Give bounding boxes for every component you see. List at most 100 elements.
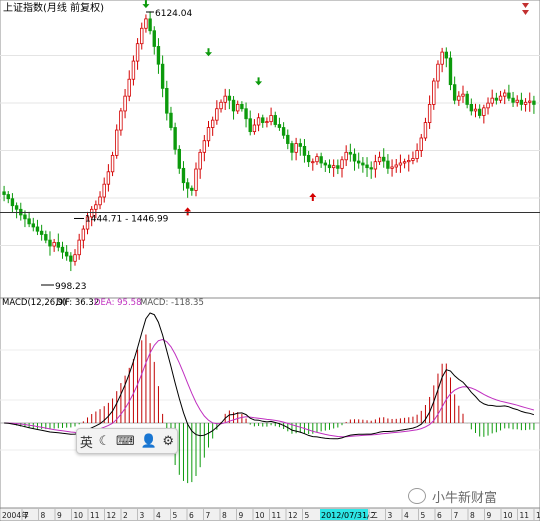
- x-axis-label: 3: [388, 511, 393, 520]
- x-axis-label: 9: [487, 511, 492, 520]
- x-axis-label: 8: [41, 511, 46, 520]
- dif-line: [4, 312, 535, 440]
- macd-value-label: MACD: -118.35: [140, 298, 204, 308]
- x-axis-label: 6: [189, 511, 194, 520]
- buy-arrow-icon: [309, 193, 317, 202]
- x-axis-label: 11: [272, 511, 282, 520]
- candle-body: [94, 204, 98, 210]
- signal-markers: [142, 0, 317, 216]
- candle-body: [398, 162, 403, 166]
- x-axis-label: 6: [437, 511, 442, 520]
- user-icon[interactable]: 👤: [140, 433, 157, 449]
- candle-body: [306, 154, 311, 163]
- candle-body: [336, 165, 340, 169]
- candle-body: [532, 100, 536, 105]
- candle-body: [181, 167, 186, 184]
- moon-icon[interactable]: ☾: [98, 433, 111, 449]
- watermark: 小牛新财富: [408, 486, 497, 506]
- candle-body: [365, 164, 369, 169]
- candle-body: [432, 80, 436, 105]
- x-axis-label: 9: [239, 511, 244, 520]
- candle-body: [369, 167, 373, 170]
- candle-body: [185, 182, 190, 189]
- candle-body: [90, 208, 94, 218]
- candle-body: [294, 143, 298, 153]
- candle-body: [386, 160, 390, 169]
- macd-pane: [0, 297, 540, 509]
- keyboard-icon[interactable]: ⌨: [116, 433, 135, 449]
- candle-body: [273, 115, 277, 125]
- candle-body: [298, 143, 302, 147]
- x-axis-label: 5: [421, 511, 426, 520]
- candle-body: [269, 115, 273, 123]
- candle-body: [223, 95, 227, 103]
- ime-lang-button[interactable]: 英: [79, 435, 93, 451]
- candle-body: [23, 214, 27, 220]
- candle-body: [198, 151, 202, 170]
- candle-body: [261, 117, 265, 123]
- candle-body: [152, 30, 156, 47]
- candle-body: [60, 246, 65, 253]
- candle-body: [206, 127, 211, 142]
- x-axis-label: 2: [123, 511, 128, 520]
- x-axis-highlight: [320, 509, 368, 520]
- candle-body: [144, 18, 148, 29]
- candle-body: [507, 92, 511, 99]
- candle-body: [494, 97, 499, 101]
- sell-arrow-icon: [142, 0, 150, 9]
- corner-arrows-icon[interactable]: [522, 3, 529, 15]
- candle-body: [427, 104, 432, 123]
- watermark-text: 小牛新财富: [432, 490, 498, 506]
- gear-icon[interactable]: ⚙: [162, 433, 175, 449]
- candle-body: [473, 108, 478, 112]
- candle-body: [477, 108, 482, 116]
- candle-body: [419, 137, 423, 151]
- candle-body: [73, 254, 77, 262]
- x-axis-label: 12: [288, 511, 298, 520]
- price-pane: [0, 0, 540, 299]
- high-label: 6124.04: [155, 9, 192, 19]
- ime-toolbar[interactable]: 英 ☾ ⌨ 👤 ⚙: [76, 428, 178, 454]
- candle-body: [252, 124, 257, 133]
- candle-body: [169, 112, 173, 128]
- x-axis-label: 4: [156, 511, 161, 520]
- candle-body: [44, 234, 48, 241]
- candle-body: [373, 161, 378, 170]
- x-axis-label: 4: [404, 511, 409, 520]
- candle-body: [436, 63, 440, 82]
- candle-body: [519, 99, 524, 105]
- candle-body: [352, 153, 357, 162]
- candle-body: [465, 93, 469, 105]
- candle-body: [256, 117, 261, 126]
- candle-body: [482, 107, 486, 116]
- candle-body: [156, 46, 161, 65]
- x-axis-label: 10: [255, 511, 265, 520]
- x-axis-label: 5: [305, 511, 310, 520]
- candle-body: [2, 191, 6, 195]
- candle-body: [219, 101, 223, 110]
- candle-body: [123, 95, 127, 112]
- candle-body: [469, 104, 474, 112]
- dif-label: DIF: 36.32: [56, 298, 99, 308]
- candle-body: [265, 121, 269, 124]
- range-label: 1444.71 - 1446.99: [85, 214, 169, 224]
- candle-body: [394, 164, 398, 168]
- candle-body: [461, 93, 465, 97]
- candle-body: [110, 154, 115, 173]
- sell-arrow-icon: [205, 48, 213, 57]
- candle-body: [315, 156, 319, 163]
- sell-arrow-icon: [255, 77, 263, 86]
- candle-body: [348, 151, 353, 155]
- candle-body: [344, 151, 348, 161]
- candle-body: [115, 129, 119, 156]
- candle-body: [135, 43, 140, 62]
- candle-body: [77, 239, 81, 256]
- wechat-logo-icon: [408, 488, 426, 504]
- candle-body: [515, 99, 519, 103]
- candle-body: [194, 168, 198, 191]
- candle-body: [210, 119, 215, 128]
- candle-body: [39, 230, 44, 235]
- candle-body: [190, 187, 194, 191]
- candle-body: [148, 18, 152, 32]
